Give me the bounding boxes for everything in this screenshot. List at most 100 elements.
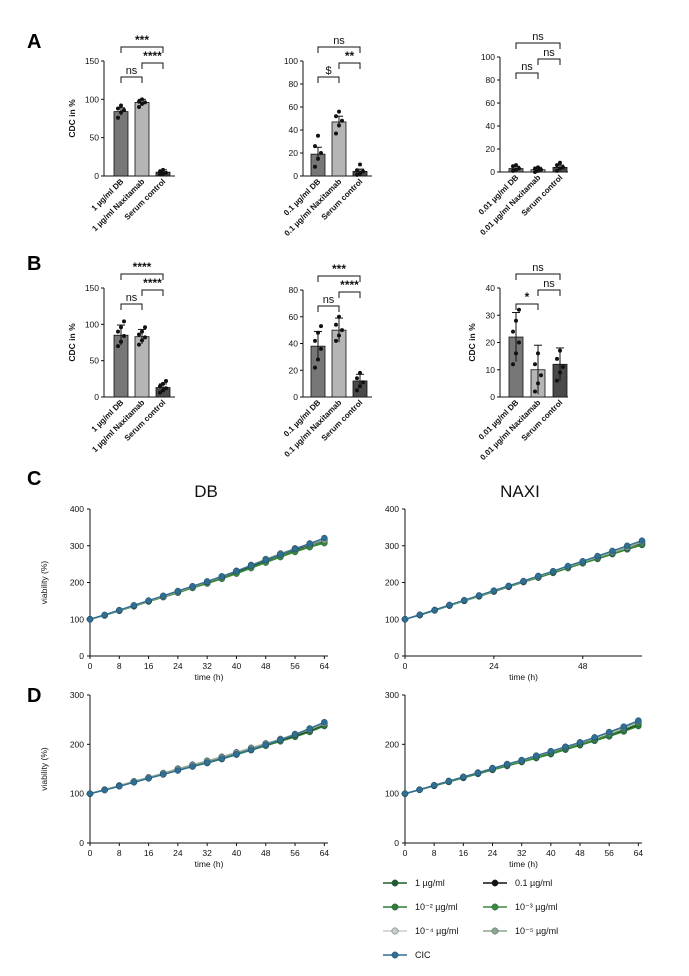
significance-label: ns [126, 65, 138, 77]
series-marker [130, 602, 138, 609]
significance-bracket [515, 303, 539, 310]
x-tick-label: 16 [459, 848, 469, 858]
series-marker [579, 557, 586, 565]
y-tick-label: 0 [94, 171, 99, 181]
y-tick-label: 0 [293, 171, 298, 181]
series-marker [547, 748, 555, 755]
y-tick-label: 10 [486, 365, 496, 375]
series-marker [591, 734, 598, 741]
significance-bracket [338, 62, 361, 69]
data-point [539, 167, 543, 172]
legend-marker [491, 879, 499, 887]
series-marker [401, 790, 409, 797]
series-marker [291, 731, 299, 738]
x-tick-label: 8 [117, 848, 122, 858]
x-tick-label: 40 [546, 848, 556, 858]
y-tick-label: 40 [486, 283, 496, 293]
x-tick-label: 32 [517, 848, 527, 858]
legend: 1 µg/ml 0.1 µg/ml 10⁻² µg/ml 10⁻³ µg/ml 10⁻⁴… [383, 878, 558, 960]
series-marker [262, 556, 269, 564]
series-marker [189, 763, 196, 770]
x-tick-label: 32 [202, 848, 212, 858]
series-marker [535, 572, 542, 580]
data-point [533, 362, 537, 367]
series-marker [233, 751, 240, 758]
data-point [558, 370, 562, 375]
bar [331, 121, 347, 177]
significance-label: ns [333, 35, 345, 47]
data-point [122, 108, 126, 113]
legend-marker [391, 903, 399, 911]
data-point [511, 329, 515, 334]
data-point [337, 314, 341, 319]
x-tick-label: 56 [290, 661, 300, 671]
y-tick-label: 50 [90, 356, 100, 366]
series-marker [416, 786, 423, 793]
y-tick-label: 50 [90, 133, 100, 143]
series-marker [490, 587, 498, 594]
series-marker [306, 725, 313, 732]
x-tick-label: 16 [144, 848, 154, 858]
series-marker [203, 578, 211, 585]
series-marker [203, 759, 211, 766]
x-tick-label: 64 [634, 848, 644, 858]
legend-marker [491, 927, 499, 935]
data-point [361, 380, 365, 385]
data-point [340, 328, 344, 333]
line-chart-d1: 0 100 200 300 0 8 16 24 32 40 48 56 64 time (h) viabil… [39, 690, 329, 869]
data-point [122, 333, 126, 338]
legend-item: 10⁻⁵ µg/ml [483, 926, 558, 936]
data-point [558, 166, 562, 171]
legend-item: CIC [383, 950, 431, 960]
series-marker [609, 547, 616, 555]
data-point [517, 166, 521, 171]
y-tick-label: 40 [289, 125, 299, 135]
panel-letter-a: A [27, 31, 41, 53]
data-point [161, 388, 165, 393]
series-marker [635, 717, 642, 724]
data-point [558, 348, 562, 353]
data-point [555, 168, 559, 173]
series-marker [218, 573, 226, 580]
data-point [319, 324, 323, 329]
data-point [119, 325, 123, 330]
data-point [536, 165, 540, 170]
legend-marker [391, 879, 399, 887]
x-tick-label: 40 [232, 848, 242, 858]
series-marker [638, 537, 646, 544]
y-tick-label: 100 [70, 789, 84, 799]
legend-label: 10⁻² µg/ml [415, 902, 457, 912]
significance-label: **** [340, 278, 359, 292]
data-point [334, 114, 338, 119]
series-marker [160, 771, 167, 778]
line-chart-c1: 0 100 200 300 400 0 8 16 24 32 40 48 56 64 time (h) via… [39, 482, 329, 682]
data-point [561, 165, 565, 170]
series-marker [101, 787, 108, 794]
data-point [122, 319, 126, 324]
significance-label: ns [126, 292, 138, 304]
x-tick-label: 0 [88, 661, 93, 671]
series-marker [549, 567, 557, 575]
data-point [511, 164, 515, 169]
series-marker [446, 601, 453, 609]
data-point [116, 115, 120, 120]
y-tick-label: 150 [85, 283, 99, 293]
data-point [140, 338, 144, 343]
series-marker [489, 765, 496, 772]
panel-letter-b: B [27, 253, 41, 275]
x-tick-label: 56 [604, 848, 614, 858]
significance-bracket [338, 291, 361, 298]
data-point [143, 335, 147, 340]
significance-label: **** [143, 276, 162, 290]
data-point [158, 384, 162, 389]
data-point [119, 103, 123, 108]
series-marker [277, 736, 284, 744]
y-tick-label: 300 [70, 541, 84, 551]
bar [113, 111, 129, 177]
significance-bracket [120, 76, 143, 83]
y-tick-label: 40 [289, 339, 299, 349]
series-marker [533, 752, 540, 759]
significance-label: ** [345, 49, 355, 63]
